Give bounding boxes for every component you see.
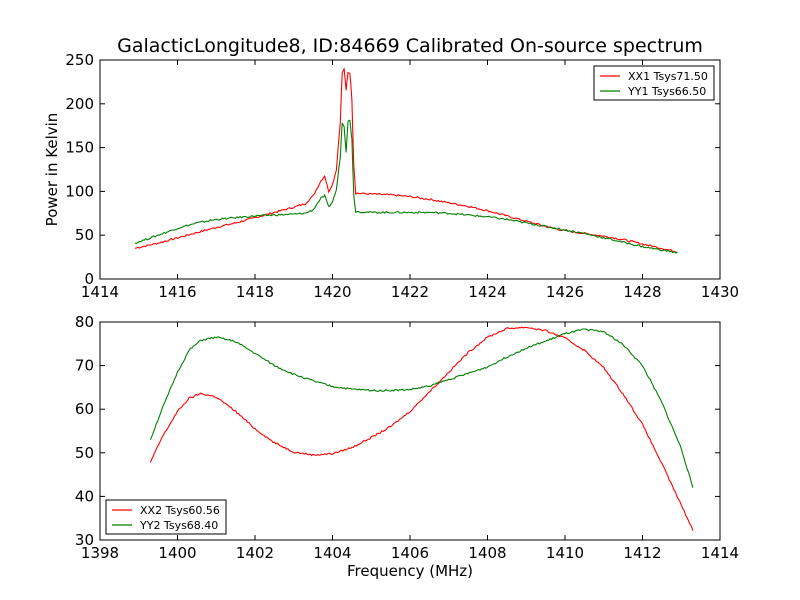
legend-label: YY2 Tsys68.40: [139, 519, 218, 532]
series-group: [134, 67, 678, 254]
legend: XX1 Tsys71.50 YY1 Tsys66.50: [593, 65, 715, 101]
y-tick-label: 60: [75, 400, 94, 418]
x-tick-label: 1406: [391, 544, 429, 562]
x-tick-label: 1422: [391, 283, 429, 301]
y-tick-label: 50: [75, 226, 94, 244]
series-line-xx2: [149, 326, 694, 531]
x-tick-label: 1416: [158, 283, 196, 301]
x-tick-label: 1404: [313, 544, 351, 562]
series-line-yy1: [134, 119, 678, 254]
legend-box: [593, 65, 715, 101]
series-line-xx1: [134, 67, 678, 254]
top-spectrum-panel: 1414 1416 1418 1420 1422 1424 1426 1428 1430 0 50 1…: [43, 51, 739, 301]
y-tick-label: 200: [65, 95, 94, 113]
x-tick-label: 1430: [701, 283, 739, 301]
y-tick-label: 70: [75, 357, 94, 375]
y-axis-label: Power in Kelvin: [43, 113, 61, 227]
y-tick-label: 30: [75, 531, 94, 549]
legend-label: XX1 Tsys71.50: [628, 70, 708, 83]
x-tick-label: 1402: [236, 544, 274, 562]
legend-label: XX2 Tsys60.56: [140, 504, 220, 517]
y-tick-label: 50: [75, 444, 94, 462]
y-tick-label: 150: [65, 139, 94, 157]
series-line-yy2: [149, 328, 694, 488]
legend-label: YY1 Tsys66.50: [627, 85, 706, 98]
legend-box: [105, 499, 227, 535]
x-tick-label: 1400: [158, 544, 196, 562]
x-tick-label: 1414: [81, 283, 119, 301]
y-tick-label: 40: [75, 487, 94, 505]
x-tick-label: 1418: [236, 283, 274, 301]
x-tick-label: 1424: [468, 283, 506, 301]
bottom-spectrum-panel: 1398 1400 1402 1404 1406 1408 1410 1412 1414 30 40…: [75, 313, 739, 562]
y-tick-label: 250: [65, 51, 94, 69]
series-group: [149, 326, 694, 531]
x-tick-label: 1420: [313, 283, 351, 301]
x-tick-label: 1398: [81, 544, 119, 562]
x-tick-label: 1408: [468, 544, 506, 562]
y-tick-label: 80: [75, 313, 94, 331]
figure-title: GalacticLongitude8, ID:84669 Calibrated …: [117, 35, 703, 57]
x-tick-label: 1412: [623, 544, 661, 562]
x-tick-label: 1428: [623, 283, 661, 301]
x-tick-label: 1410: [546, 544, 584, 562]
y-tick-label: 0: [84, 270, 94, 288]
x-tick-label: 1414: [701, 544, 739, 562]
x-tick-label: 1426: [546, 283, 584, 301]
legend: XX2 Tsys60.56 YY2 Tsys68.40: [105, 499, 227, 535]
y-tick-label: 100: [65, 182, 94, 200]
x-axis-label: Frequency (MHz): [347, 562, 473, 580]
